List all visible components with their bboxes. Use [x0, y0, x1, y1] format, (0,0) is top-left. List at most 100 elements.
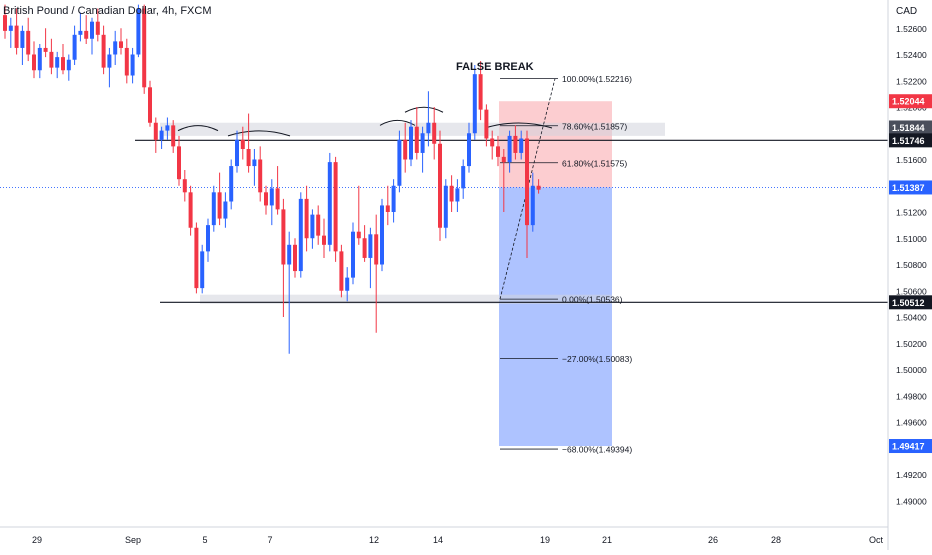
candle[interactable]	[37, 44, 42, 79]
candle[interactable]	[130, 47, 135, 84]
candle[interactable]	[525, 130, 529, 258]
candle[interactable]	[403, 122, 408, 173]
candle[interactable]	[472, 65, 477, 140]
candle[interactable]	[293, 238, 297, 278]
candle[interactable]	[496, 135, 500, 167]
candle[interactable]	[501, 149, 506, 212]
candle-body[interactable]	[496, 146, 500, 157]
candle[interactable]	[32, 41, 36, 79]
candle[interactable]	[281, 198, 286, 317]
candle-body[interactable]	[223, 201, 228, 219]
candle[interactable]	[229, 159, 234, 210]
candle-body[interactable]	[3, 15, 7, 31]
candle-body[interactable]	[339, 251, 344, 291]
candle-body[interactable]	[513, 135, 518, 153]
candle[interactable]	[55, 51, 60, 79]
candle-body[interactable]	[472, 74, 477, 134]
candle-body[interactable]	[536, 185, 541, 190]
candle[interactable]	[153, 117, 158, 153]
candle-body[interactable]	[194, 227, 199, 289]
candle-body[interactable]	[206, 225, 210, 252]
candle[interactable]	[362, 225, 367, 262]
candle[interactable]	[171, 120, 176, 153]
candle-body[interactable]	[484, 109, 489, 139]
candle[interactable]	[188, 185, 193, 236]
candle-body[interactable]	[426, 122, 431, 134]
candle-body[interactable]	[507, 135, 512, 163]
candle-body[interactable]	[420, 133, 425, 153]
candle[interactable]	[90, 17, 94, 55]
candle[interactable]	[414, 107, 419, 160]
candle[interactable]	[490, 130, 495, 160]
candle-body[interactable]	[461, 166, 466, 189]
candle[interactable]	[194, 222, 199, 294]
candle[interactable]	[264, 185, 268, 215]
candle[interactable]	[409, 120, 413, 167]
candle-body[interactable]	[327, 162, 332, 245]
candle[interactable]	[536, 179, 541, 194]
candle[interactable]	[455, 179, 460, 212]
candle[interactable]	[165, 117, 170, 140]
candle[interactable]	[484, 104, 489, 147]
price-badge[interactable]: 1.49417	[889, 439, 932, 454]
candles[interactable]	[3, 4, 541, 354]
candle[interactable]	[374, 214, 379, 333]
candle-body[interactable]	[246, 149, 251, 167]
candle-body[interactable]	[119, 41, 123, 48]
candle-body[interactable]	[298, 198, 303, 272]
candle-body[interactable]	[229, 166, 234, 202]
candle[interactable]	[136, 4, 141, 58]
fib-level[interactable]: 100.00%(1.52216)	[500, 74, 632, 84]
candle-body[interactable]	[380, 205, 384, 265]
candle-body[interactable]	[72, 34, 77, 60]
candle-body[interactable]	[113, 41, 118, 55]
price-badge[interactable]: 1.51746	[889, 133, 932, 148]
price-badge[interactable]: 1.50512	[889, 295, 932, 310]
fib-level[interactable]: 0.00%(1.50536)	[500, 295, 623, 305]
candle-body[interactable]	[240, 139, 245, 149]
candle-body[interactable]	[8, 25, 13, 31]
candle[interactable]	[107, 47, 112, 88]
candle-body[interactable]	[293, 244, 297, 272]
candle[interactable]	[43, 28, 48, 58]
candle[interactable]	[78, 12, 83, 42]
candle-body[interactable]	[490, 138, 495, 147]
candle-body[interactable]	[351, 231, 355, 278]
time-axis[interactable]: 29 Sep 5 7 12 14 19 21 26 28 Oct	[0, 526, 888, 545]
price-badge[interactable]: 1.51844	[889, 120, 932, 135]
fib-trendline[interactable]	[499, 78, 556, 300]
candle[interactable]	[49, 38, 54, 75]
candle[interactable]	[368, 227, 373, 289]
candle-body[interactable]	[414, 126, 419, 153]
candle-body[interactable]	[142, 8, 147, 88]
candle-body[interactable]	[264, 192, 268, 206]
candle[interactable]	[298, 192, 303, 278]
top-arc-marker[interactable]	[177, 125, 219, 132]
candle-body[interactable]	[391, 185, 396, 212]
candle[interactable]	[246, 113, 251, 173]
candle[interactable]	[432, 107, 437, 160]
candle[interactable]	[95, 8, 100, 42]
candle-body[interactable]	[177, 146, 181, 180]
candle-body[interactable]	[90, 21, 94, 39]
candle[interactable]	[3, 4, 7, 39]
candle-body[interactable]	[188, 192, 193, 228]
candle[interactable]	[223, 192, 228, 228]
candle[interactable]	[113, 30, 118, 65]
candle[interactable]	[316, 205, 321, 245]
price-badge[interactable]: 1.51387	[889, 180, 932, 195]
candle-body[interactable]	[345, 277, 350, 291]
candle-body[interactable]	[66, 59, 71, 71]
candle[interactable]	[211, 185, 216, 232]
top-arc-marker[interactable]	[404, 106, 444, 113]
candle[interactable]	[513, 125, 518, 160]
candle[interactable]	[206, 218, 210, 262]
candle[interactable]	[182, 170, 187, 202]
candle-body[interactable]	[136, 8, 141, 55]
candle[interactable]	[322, 218, 326, 258]
candle[interactable]	[235, 130, 239, 173]
candle[interactable]	[327, 152, 332, 252]
candle-body[interactable]	[478, 74, 483, 110]
candle-body[interactable]	[449, 185, 454, 202]
